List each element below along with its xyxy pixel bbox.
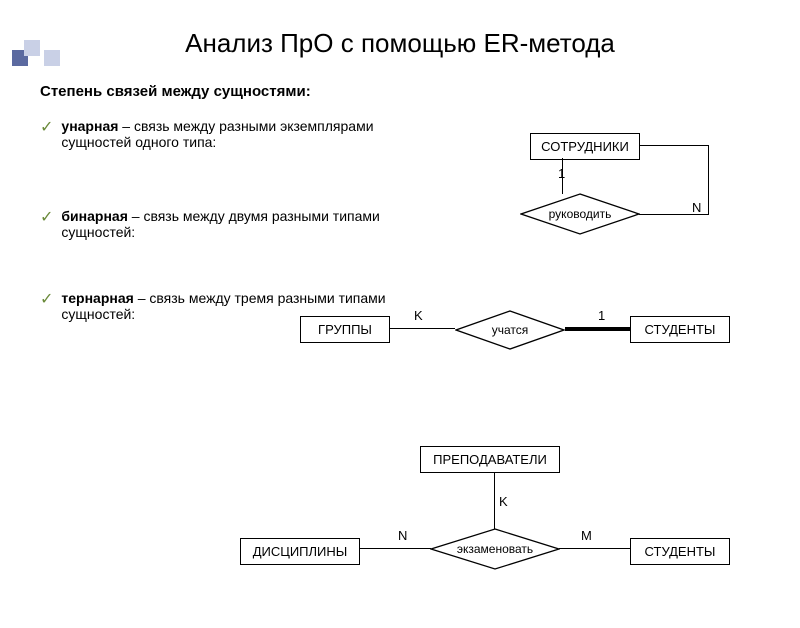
- subtitle: Степень связей между сущностями:: [40, 83, 800, 100]
- connector: [559, 548, 630, 549]
- card-k: K: [414, 308, 423, 323]
- card-n: N: [692, 200, 701, 215]
- bullet-text: унарная – связь между разными экземпляра…: [61, 118, 440, 150]
- relation-examine: экзаменовать: [430, 528, 560, 570]
- relation-label: учатся: [492, 323, 529, 337]
- check-icon: ✓: [40, 118, 53, 137]
- card-k-2: K: [499, 494, 508, 509]
- page-title: Анализ ПрО с помощью ER-метода: [0, 28, 800, 59]
- entity-teachers: ПРЕПОДАВАТЕЛИ: [420, 446, 560, 473]
- relation-label: руководить: [549, 207, 612, 221]
- bullet-binary: ✓ бинарная – связь между двумя разными т…: [40, 208, 440, 240]
- connector: [562, 158, 563, 194]
- connector: [640, 145, 709, 146]
- entity-employees: СОТРУДНИКИ: [530, 133, 640, 160]
- bullet-term: унарная: [61, 118, 118, 134]
- card-1: 1: [598, 308, 605, 323]
- relation-label: экзаменовать: [457, 542, 533, 556]
- bullet-unary: ✓ унарная – связь между разными экземпля…: [40, 118, 440, 150]
- connector: [494, 472, 495, 529]
- check-icon: ✓: [40, 208, 53, 227]
- entity-students-2: СТУДЕНТЫ: [630, 538, 730, 565]
- check-icon: ✓: [40, 290, 53, 309]
- entity-disciplines: ДИСЦИПЛИНЫ: [240, 538, 360, 565]
- connector: [639, 214, 709, 215]
- bullet-term: тернарная: [61, 290, 133, 306]
- bullet-text: бинарная – связь между двумя разными тип…: [61, 208, 440, 240]
- card-m: M: [581, 528, 592, 543]
- connector: [708, 145, 709, 215]
- connector: [360, 548, 431, 549]
- relation-manage: руководить: [520, 193, 640, 235]
- relation-study: учатся: [455, 310, 565, 350]
- corner-decoration: [12, 40, 60, 66]
- bullet-term: бинарная: [61, 208, 127, 224]
- connector: [390, 328, 455, 329]
- decor-square-light-2: [44, 50, 60, 66]
- card-n-2: N: [398, 528, 407, 543]
- entity-groups: ГРУППЫ: [300, 316, 390, 343]
- decor-square-light-1: [24, 40, 40, 56]
- connector-mandatory: [565, 327, 630, 331]
- entity-students: СТУДЕНТЫ: [630, 316, 730, 343]
